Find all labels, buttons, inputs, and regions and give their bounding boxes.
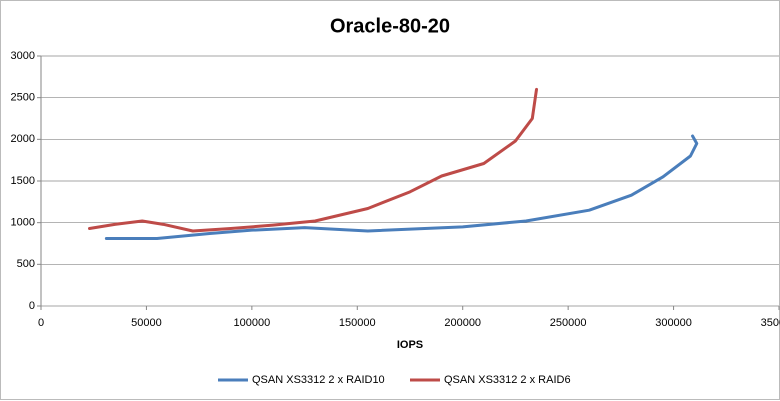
x-tick-label: 50000 (131, 317, 162, 329)
x-tick-label: 200000 (444, 317, 481, 329)
legend-label: QSAN XS3312 2 x RAID10 (252, 374, 385, 386)
y-tick-label: 0 (29, 300, 35, 312)
x-tick-label: 100000 (233, 317, 270, 329)
x-axis-label: IOPS (397, 339, 423, 351)
legend-label: QSAN XS3312 2 x RAID6 (444, 374, 571, 386)
y-tick-label: 500 (17, 258, 35, 270)
y-tick-label: 2500 (11, 92, 35, 104)
chart-title: Oracle-80-20 (330, 15, 450, 37)
x-tick-label: 0 (38, 317, 44, 329)
y-tick-label: 1500 (11, 175, 35, 187)
y-tick-label: 2000 (11, 133, 35, 145)
series-line (87, 87, 539, 233)
x-tick-label: 150000 (339, 317, 376, 329)
series-line (104, 134, 699, 240)
y-tick-label: 1000 (11, 217, 35, 229)
x-tick-label: 350000 (761, 317, 780, 329)
y-tick-label: 3000 (11, 50, 35, 62)
x-tick-label: 250000 (550, 317, 587, 329)
x-tick-label: 300000 (655, 317, 692, 329)
